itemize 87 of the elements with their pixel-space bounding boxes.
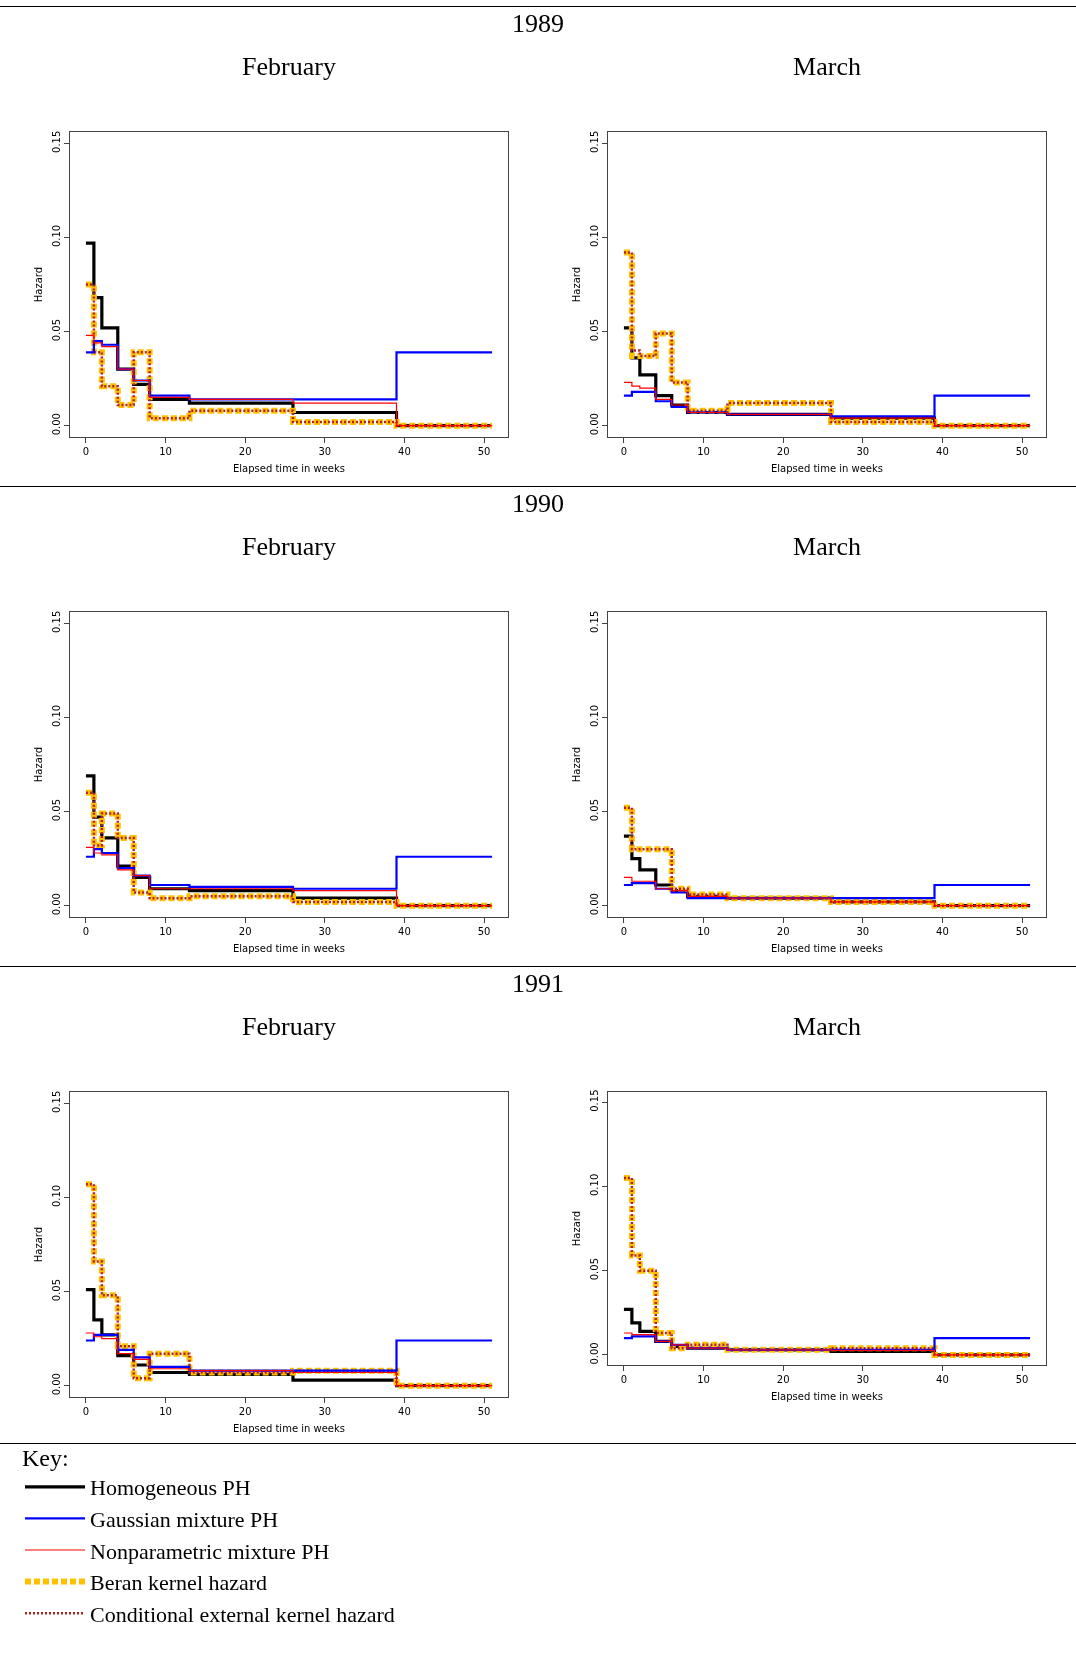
y-tick-label: 0.00	[51, 893, 62, 916]
y-axis-title: Hazard	[33, 266, 44, 303]
chart-title: March	[793, 1012, 861, 1042]
x-tick-label: 50	[477, 926, 491, 937]
x-tick-label: 0	[620, 926, 628, 937]
x-tick-label: 50	[477, 446, 491, 457]
y-tick-label: 0.00	[589, 1342, 600, 1365]
y-tick-label: 0.10	[589, 1173, 600, 1196]
y-tick-label: 0.05	[589, 318, 600, 342]
text: 1991	[511, 969, 565, 999]
x-tick-label: 30	[856, 926, 870, 937]
y-tick-label: 0.10	[51, 704, 62, 728]
legend-label: Nonparametric mixture PH	[90, 1538, 330, 1564]
chart-title: March	[793, 52, 861, 82]
y-axis-title: Hazard	[33, 746, 44, 783]
legend-label: Homogeneous PH	[90, 1475, 251, 1501]
text: 1990	[511, 489, 565, 519]
x-tick-label: 20	[776, 1374, 790, 1385]
y-tick-label: 0.15	[589, 130, 600, 153]
x-tick-label: 50	[1015, 446, 1029, 457]
x-axis-title: Elapsed time in weeks	[232, 942, 346, 954]
y-tick-label: 0.00	[589, 413, 600, 436]
y-tick-label: 0.10	[51, 224, 62, 248]
y-tick-label: 0.10	[589, 224, 600, 248]
y-tick-label: 0.05	[51, 318, 62, 342]
x-tick-label: 30	[318, 1406, 332, 1417]
y-axis-title: Hazard	[571, 266, 582, 303]
y-tick-label: 0.15	[589, 610, 600, 633]
x-tick-label: 20	[776, 926, 790, 937]
x-tick-label: 10	[159, 1406, 172, 1417]
x-tick-label: 40	[398, 926, 411, 937]
x-tick-label: 30	[856, 446, 870, 457]
text: 1989	[511, 9, 565, 39]
x-tick-label: 20	[238, 446, 252, 457]
x-tick-label: 10	[697, 926, 710, 937]
chart-title: March	[793, 532, 861, 562]
legend-label: Conditional external kernel hazard	[90, 1601, 395, 1627]
x-tick-label: 40	[936, 446, 949, 457]
x-tick-label: 30	[318, 446, 332, 457]
x-tick-label: 10	[697, 446, 710, 457]
y-tick-label: 0.05	[51, 1278, 62, 1302]
x-axis-title: Elapsed time in weeks	[770, 942, 884, 954]
x-tick-label: 0	[82, 1406, 90, 1417]
y-tick-label: 0.00	[51, 1373, 62, 1396]
y-tick-label: 0.15	[51, 130, 62, 153]
legend-label: Beran kernel hazard	[90, 1570, 268, 1596]
x-axis-title: Elapsed time in weeks	[770, 1390, 884, 1402]
x-tick-label: 0	[620, 446, 628, 457]
y-tick-label: 0.10	[51, 1184, 62, 1208]
x-tick-label: 10	[159, 446, 172, 457]
y-axis-title: Hazard	[571, 1210, 582, 1247]
x-axis-title: Elapsed time in weeks	[770, 462, 884, 474]
x-tick-label: 10	[159, 926, 172, 937]
x-tick-label: 30	[318, 926, 332, 937]
y-tick-label: 0.00	[589, 893, 600, 916]
x-tick-label: 40	[398, 1406, 411, 1417]
y-tick-label: 0.05	[589, 798, 600, 822]
x-tick-label: 40	[936, 1374, 949, 1385]
x-tick-label: 20	[776, 446, 790, 457]
chart-title: February	[242, 1012, 336, 1042]
y-tick-label: 0.10	[589, 704, 600, 728]
y-tick-label: 0.05	[589, 1258, 600, 1281]
x-tick-label: 20	[238, 926, 252, 937]
x-tick-label: 0	[82, 926, 90, 937]
x-tick-label: 50	[1015, 1374, 1029, 1385]
y-tick-label: 0.15	[51, 1090, 62, 1113]
chart-title: February	[242, 532, 336, 562]
y-tick-label: 0.00	[51, 413, 62, 436]
y-axis-title: Hazard	[571, 746, 582, 783]
x-tick-label: 40	[398, 446, 411, 457]
x-tick-label: 0	[82, 446, 90, 457]
y-tick-label: 0.05	[51, 798, 62, 822]
x-tick-label: 30	[856, 1374, 870, 1385]
x-axis-title: Elapsed time in weeks	[232, 462, 346, 474]
legend-title: Key:	[22, 1445, 69, 1472]
x-tick-label: 50	[1015, 926, 1029, 937]
x-tick-label: 20	[238, 1406, 252, 1417]
y-tick-label: 0.15	[589, 1089, 600, 1112]
x-tick-label: 0	[620, 1374, 628, 1385]
x-axis-title: Elapsed time in weeks	[232, 1422, 346, 1434]
x-tick-label: 50	[477, 1406, 491, 1417]
x-tick-label: 40	[936, 926, 949, 937]
legend-label: Gaussian mixture PH	[90, 1507, 279, 1532]
x-tick-label: 10	[697, 1374, 710, 1385]
y-tick-label: 0.15	[51, 610, 62, 633]
y-axis-title: Hazard	[33, 1226, 44, 1263]
chart-title: February	[242, 52, 336, 82]
